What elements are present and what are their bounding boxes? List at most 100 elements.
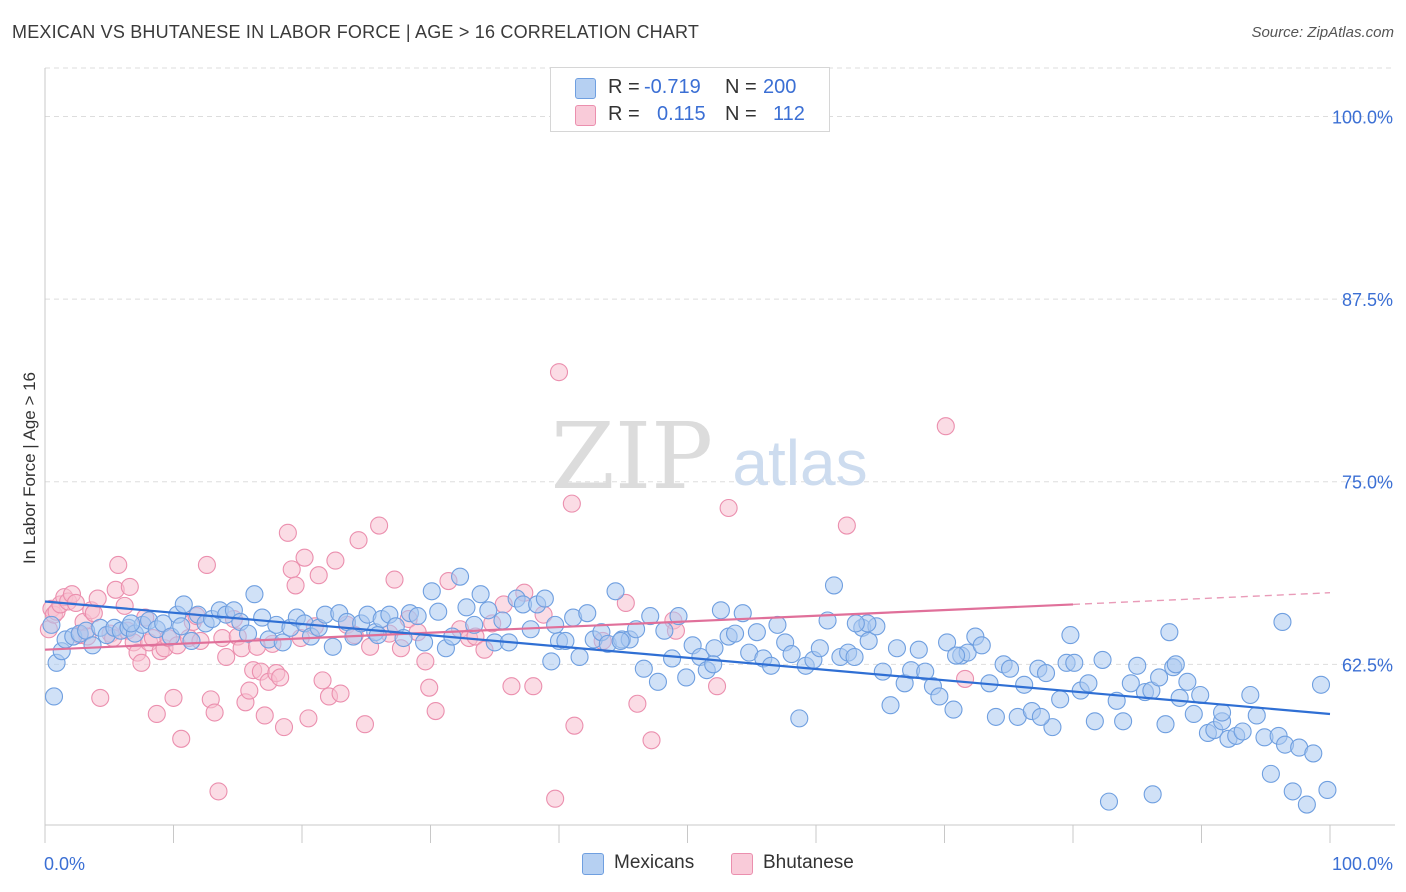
mexican-point: [1036, 664, 1056, 683]
mexican-point: [655, 621, 674, 640]
bhutanese-point: [147, 704, 166, 724]
bhutanese-point: [837, 516, 856, 535]
bhutanese-point: [416, 652, 435, 671]
mexican-point: [733, 604, 752, 623]
bhutanese-point: [164, 688, 183, 707]
mexican-point: [1043, 718, 1062, 737]
mexican-point: [1015, 675, 1034, 694]
mexican-point: [747, 623, 766, 642]
bhutanese-point: [642, 731, 661, 750]
axes: [44, 68, 1395, 843]
mexican-point: [881, 696, 900, 715]
bhutanese-point: [286, 576, 305, 595]
trend-lines: [44, 592, 1331, 716]
mexican-point: [947, 646, 966, 665]
mexican-point: [546, 615, 565, 634]
bhutanese-point: [326, 551, 345, 570]
y-axis-label: In Labor Force | Age > 16: [20, 372, 39, 564]
mexican-point: [1031, 707, 1050, 726]
bhutanese-point: [172, 729, 191, 748]
legend-r-label: R =: [608, 76, 640, 98]
mexicans-swatch: [575, 78, 596, 99]
mexican-point: [122, 614, 141, 633]
mexican-point: [1304, 744, 1323, 763]
mexican-point: [1213, 703, 1232, 722]
mexican-point: [972, 636, 991, 655]
bhutanese-point: [299, 709, 318, 728]
bhutanese-point: [331, 684, 350, 703]
mexican-point: [606, 582, 625, 601]
bhutanese-point: [274, 718, 294, 737]
mexican-point: [1000, 659, 1020, 678]
mexican-point: [1093, 650, 1112, 669]
mexican-point: [725, 624, 745, 643]
mexican-point: [535, 589, 554, 608]
mexican-point: [930, 687, 949, 706]
source-label: Source: ZipAtlas.com: [1251, 24, 1394, 41]
bhutanese-point: [708, 677, 727, 696]
y-tick-label: 100.0%: [1332, 108, 1393, 128]
mexican-point: [938, 633, 957, 652]
mexican-point: [887, 639, 907, 658]
mexican-point: [465, 615, 484, 634]
mexican-point: [790, 709, 809, 728]
mexican-point: [663, 649, 682, 668]
bhutanese-point: [255, 706, 274, 725]
mexican-points: [42, 567, 1337, 814]
mexican-point: [1156, 715, 1175, 734]
bhutanese-point: [546, 789, 565, 808]
mexican-point: [1079, 674, 1098, 693]
bhutanese-point: [562, 494, 581, 513]
legend-n-value-mexicans: 200: [763, 76, 797, 98]
mexican-point: [83, 636, 102, 655]
mexican-point: [479, 601, 498, 620]
mexican-point: [1191, 685, 1210, 705]
mexican-point: [1166, 655, 1185, 674]
mexican-point: [1099, 792, 1119, 811]
mexican-point: [556, 631, 575, 650]
bhutanese-point: [217, 647, 236, 667]
mexican-point: [429, 602, 448, 621]
legend-r-value-bhutanese: 0.115: [657, 103, 706, 125]
bhutanese-point: [420, 678, 439, 697]
mexican-point: [1233, 722, 1252, 741]
bhutanese-point: [295, 548, 314, 567]
mexican-point: [641, 607, 660, 626]
mexican-point: [493, 611, 512, 630]
mexican-point: [542, 652, 561, 671]
y-tick-label: 62.5%: [1342, 655, 1393, 675]
bhutanese-point: [313, 671, 332, 690]
tick-labels: 62.5% 75.0% 87.5% 100.0% 0.0% 100.0%: [44, 108, 1393, 874]
mexican-point: [986, 707, 1005, 726]
bhutanese-point: [309, 566, 328, 585]
mexican-point: [42, 615, 61, 634]
bhutanese-point: [628, 694, 647, 713]
mexican-point: [1061, 626, 1080, 645]
mexican-point: [1178, 672, 1197, 691]
mexican-point: [1085, 712, 1104, 731]
mexican-point: [174, 595, 193, 614]
mexican-point: [704, 655, 723, 674]
legend-n-value-bhutanese: 112: [773, 103, 805, 125]
correlation-legend: R = -0.719 N = 200 R = 0.115 N = 112: [550, 67, 830, 132]
watermark-zip: ZIP: [551, 403, 713, 510]
bhutanese-point: [91, 688, 110, 707]
mexican-point: [238, 624, 258, 643]
mexican-point: [323, 637, 342, 656]
mexican-point: [1143, 785, 1162, 804]
bhutanese-point: [956, 669, 975, 688]
mexican-point: [1051, 690, 1070, 709]
bhutanese-point: [115, 596, 134, 615]
bhutanese-point: [109, 555, 128, 575]
watermark: ZIP atlas: [551, 403, 868, 510]
bhutanese-point: [426, 702, 445, 721]
mexican-point: [408, 607, 427, 626]
mexican-point: [705, 639, 724, 658]
mexican-point: [711, 601, 730, 620]
mexican-point: [172, 617, 191, 636]
bhutanese-point: [565, 716, 584, 735]
mexican-point: [44, 687, 64, 706]
bhutanese-point: [132, 653, 151, 672]
mexican-point: [570, 647, 589, 667]
